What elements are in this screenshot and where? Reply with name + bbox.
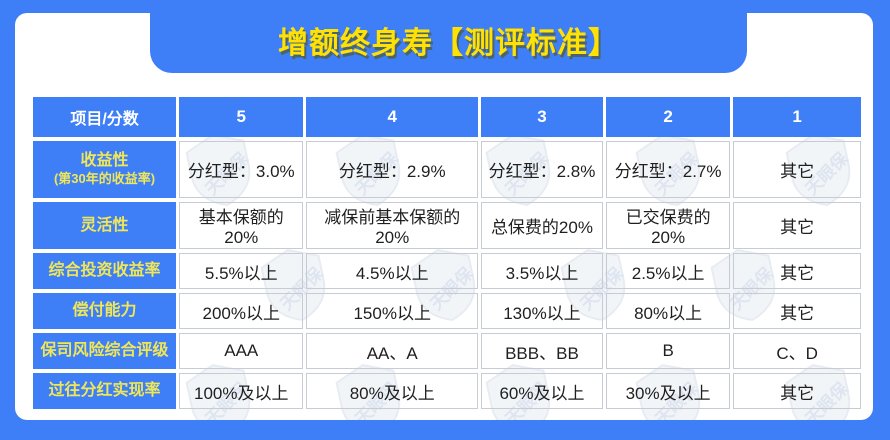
corner-header-cell: 项目/分数: [33, 97, 177, 137]
value-cell: 分红型：2.7%: [605, 141, 731, 198]
row-label: 综合投资收益率: [48, 262, 161, 279]
value-cell: 其它: [733, 373, 861, 409]
value-cell: 已交保费的20%: [605, 202, 731, 249]
score-header-cell: 3: [480, 97, 603, 137]
value-cell: 分红型：2.9%: [306, 141, 478, 198]
table-row: 偿付能力 200%以上 150%以上 130%以上 80%以上 其它: [33, 293, 861, 329]
table-row: 过往分红实现率 100%及以上 80%及以上 60%及以上 30%及以上 其它: [33, 373, 861, 409]
title-banner: 增额终身寿【测评标准】: [150, 0, 747, 73]
page-title: 增额终身寿【测评标准】: [278, 26, 619, 60]
value-cell: 200%以上: [179, 293, 304, 329]
value-cell: 其它: [733, 253, 861, 289]
row-label-cell: 灵活性: [33, 202, 177, 249]
score-header-cell: 4: [306, 97, 478, 137]
value-cell: 30%及以上: [605, 373, 731, 409]
value-cell: C、D: [733, 333, 861, 369]
value-cell: 其它: [733, 293, 861, 329]
value-cell: B: [605, 333, 731, 369]
standards-table-body: 项目/分数 5 4 3 2 1 收益性 (第30年的收益率) 分红型：3.0% 分红型：2.9% 分…: [33, 97, 861, 409]
value-cell: 130%以上: [480, 293, 603, 329]
row-label-cell: 保司风险综合评级: [33, 333, 177, 369]
standards-table: 项目/分数 5 4 3 2 1 收益性 (第30年的收益率) 分红型：3.0% 分红型：2.9% 分…: [30, 93, 864, 413]
table-row: 灵活性 基本保额的20% 减保前基本保额的20% 总保费的20% 已交保费的20% 其它: [33, 202, 861, 249]
value-cell: 其它: [733, 202, 861, 249]
value-cell: 减保前基本保额的20%: [306, 202, 478, 249]
value-cell: 2.5%以上: [605, 253, 731, 289]
value-cell: 5.5%以上: [179, 253, 304, 289]
value-cell: 总保费的20%: [480, 202, 603, 249]
value-cell: 基本保额的20%: [179, 202, 304, 249]
value-cell: 150%以上: [306, 293, 478, 329]
value-cell: 80%及以上: [306, 373, 478, 409]
value-cell: 分红型：2.8%: [480, 141, 603, 198]
score-header-cell: 1: [733, 97, 861, 137]
row-label-cell: 收益性 (第30年的收益率): [33, 141, 177, 198]
value-cell: 100%及以上: [179, 373, 304, 409]
value-cell: 4.5%以上: [306, 253, 478, 289]
row-label-cell: 过往分红实现率: [33, 373, 177, 409]
table-row: 保司风险综合评级 AAA AA、A BBB、BB B C、D: [33, 333, 861, 369]
row-label-cell: 综合投资收益率: [33, 253, 177, 289]
row-label: 过往分红实现率: [48, 382, 161, 399]
row-sublabel: (第30年的收益率): [53, 171, 156, 187]
table-row: 收益性 (第30年的收益率) 分红型：3.0% 分红型：2.9% 分红型：2.8% 分红型…: [33, 141, 861, 198]
value-cell: 60%及以上: [480, 373, 603, 409]
row-label-cell: 偿付能力: [33, 293, 177, 329]
value-cell: AA、A: [306, 333, 478, 369]
row-label: 保司风险综合评级: [40, 342, 169, 359]
score-header-cell: 5: [179, 97, 304, 137]
table-row: 综合投资收益率 5.5%以上 4.5%以上 3.5%以上 2.5%以上 其它: [33, 253, 861, 289]
row-label: 收益性: [80, 152, 129, 170]
table-header-row: 项目/分数 5 4 3 2 1: [33, 97, 861, 137]
score-header-cell: 2: [605, 97, 731, 137]
row-label: 灵活性: [80, 216, 129, 234]
value-cell: 其它: [733, 141, 861, 198]
value-cell: AAA: [179, 333, 304, 369]
value-cell: BBB、BB: [480, 333, 603, 369]
value-cell: 80%以上: [605, 293, 731, 329]
value-cell: 3.5%以上: [480, 253, 603, 289]
value-cell: 分红型：3.0%: [179, 141, 304, 198]
row-label: 偿付能力: [72, 302, 137, 319]
